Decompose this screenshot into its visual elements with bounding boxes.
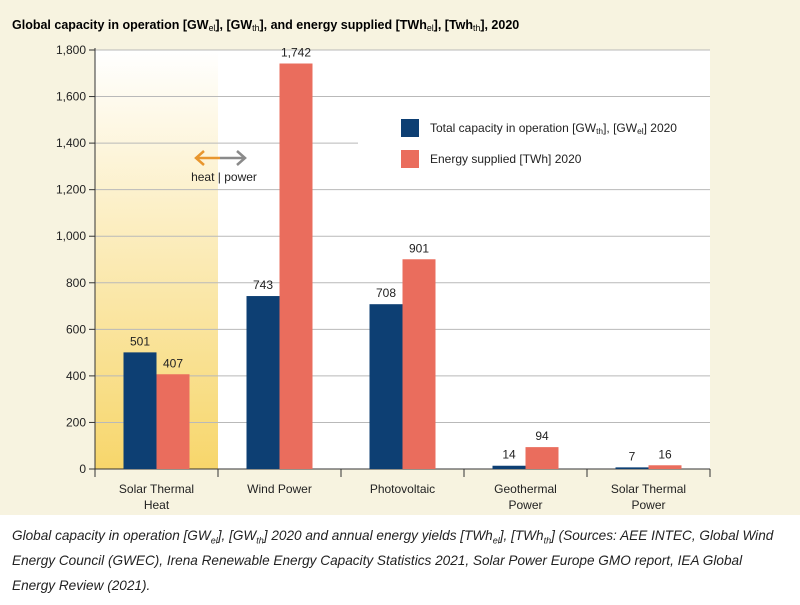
data-label: 14 (502, 448, 516, 462)
caption-text: ], [TWh (499, 528, 544, 543)
y-tick-label: 200 (66, 415, 86, 429)
data-label: 501 (130, 334, 150, 348)
x-category-label: Solar Thermal (611, 482, 686, 496)
chart-title: Global capacity in operation [GWel], [GW… (12, 18, 519, 33)
caption-subscript: el (492, 535, 500, 546)
bar-capacity (615, 467, 649, 469)
bar-energy (525, 447, 559, 469)
x-category-label: Geothermal (494, 482, 557, 496)
x-category-label: Power (631, 498, 665, 512)
legend-label: Total capacity in operation [GWth], [GWe… (430, 121, 677, 136)
y-tick-label: 1,000 (56, 229, 86, 243)
bar-energy (279, 63, 313, 470)
x-category-label: Wind Power (247, 482, 312, 496)
caption-text: ] 2020 and annual energy yields [TWh (263, 528, 493, 543)
y-tick-label: 1,600 (56, 90, 86, 104)
data-label: 1,742 (281, 46, 311, 60)
heat-power-label: heat | power (191, 170, 257, 184)
x-category-label: Power (508, 498, 542, 512)
legend-label: Energy supplied [TWh] 2020 (430, 152, 582, 166)
data-label: 16 (658, 447, 672, 461)
bar-energy (648, 465, 682, 469)
y-tick-label: 600 (66, 322, 86, 336)
y-tick-label: 1,800 (56, 43, 86, 57)
y-tick-label: 0 (79, 462, 86, 476)
caption-subscript: el (210, 535, 218, 546)
caption-text: ], [GW (217, 528, 257, 543)
data-label: 94 (535, 429, 549, 443)
power-arrow-head (236, 150, 247, 166)
caption-text: ] (Sources: AEE INTEC, Global Wind Energ… (12, 528, 774, 593)
bar-energy (156, 374, 190, 469)
bar-capacity (123, 352, 157, 469)
bar-capacity (492, 465, 526, 469)
legend-swatch (401, 150, 419, 168)
bar-capacity (369, 304, 403, 469)
caption-subscript: th (256, 535, 264, 546)
figure-caption: Global capacity in operation [GWel], [GW… (0, 515, 800, 605)
data-label: 407 (163, 356, 183, 370)
heat-arrow-head (194, 150, 205, 166)
data-label: 901 (409, 241, 429, 255)
x-category-label: Photovoltaic (370, 482, 435, 496)
y-tick-label: 1,400 (56, 136, 86, 150)
y-tick-label: 1,200 (56, 183, 86, 197)
caption-subscript: th (543, 535, 552, 546)
caption-text: Global capacity in operation [GW (12, 528, 211, 543)
bar-energy (402, 259, 436, 469)
x-category-label: Heat (144, 498, 170, 512)
data-label: 7 (629, 449, 636, 463)
bar-chart: Global capacity in operation [GWel], [GW… (12, 18, 711, 512)
y-tick-label: 800 (66, 276, 86, 290)
data-label: 743 (253, 278, 273, 292)
x-category-label: Solar Thermal (119, 482, 194, 496)
data-label: 708 (376, 286, 396, 300)
bar-capacity (246, 296, 280, 469)
y-tick-label: 400 (66, 369, 86, 383)
legend-swatch (401, 119, 419, 137)
